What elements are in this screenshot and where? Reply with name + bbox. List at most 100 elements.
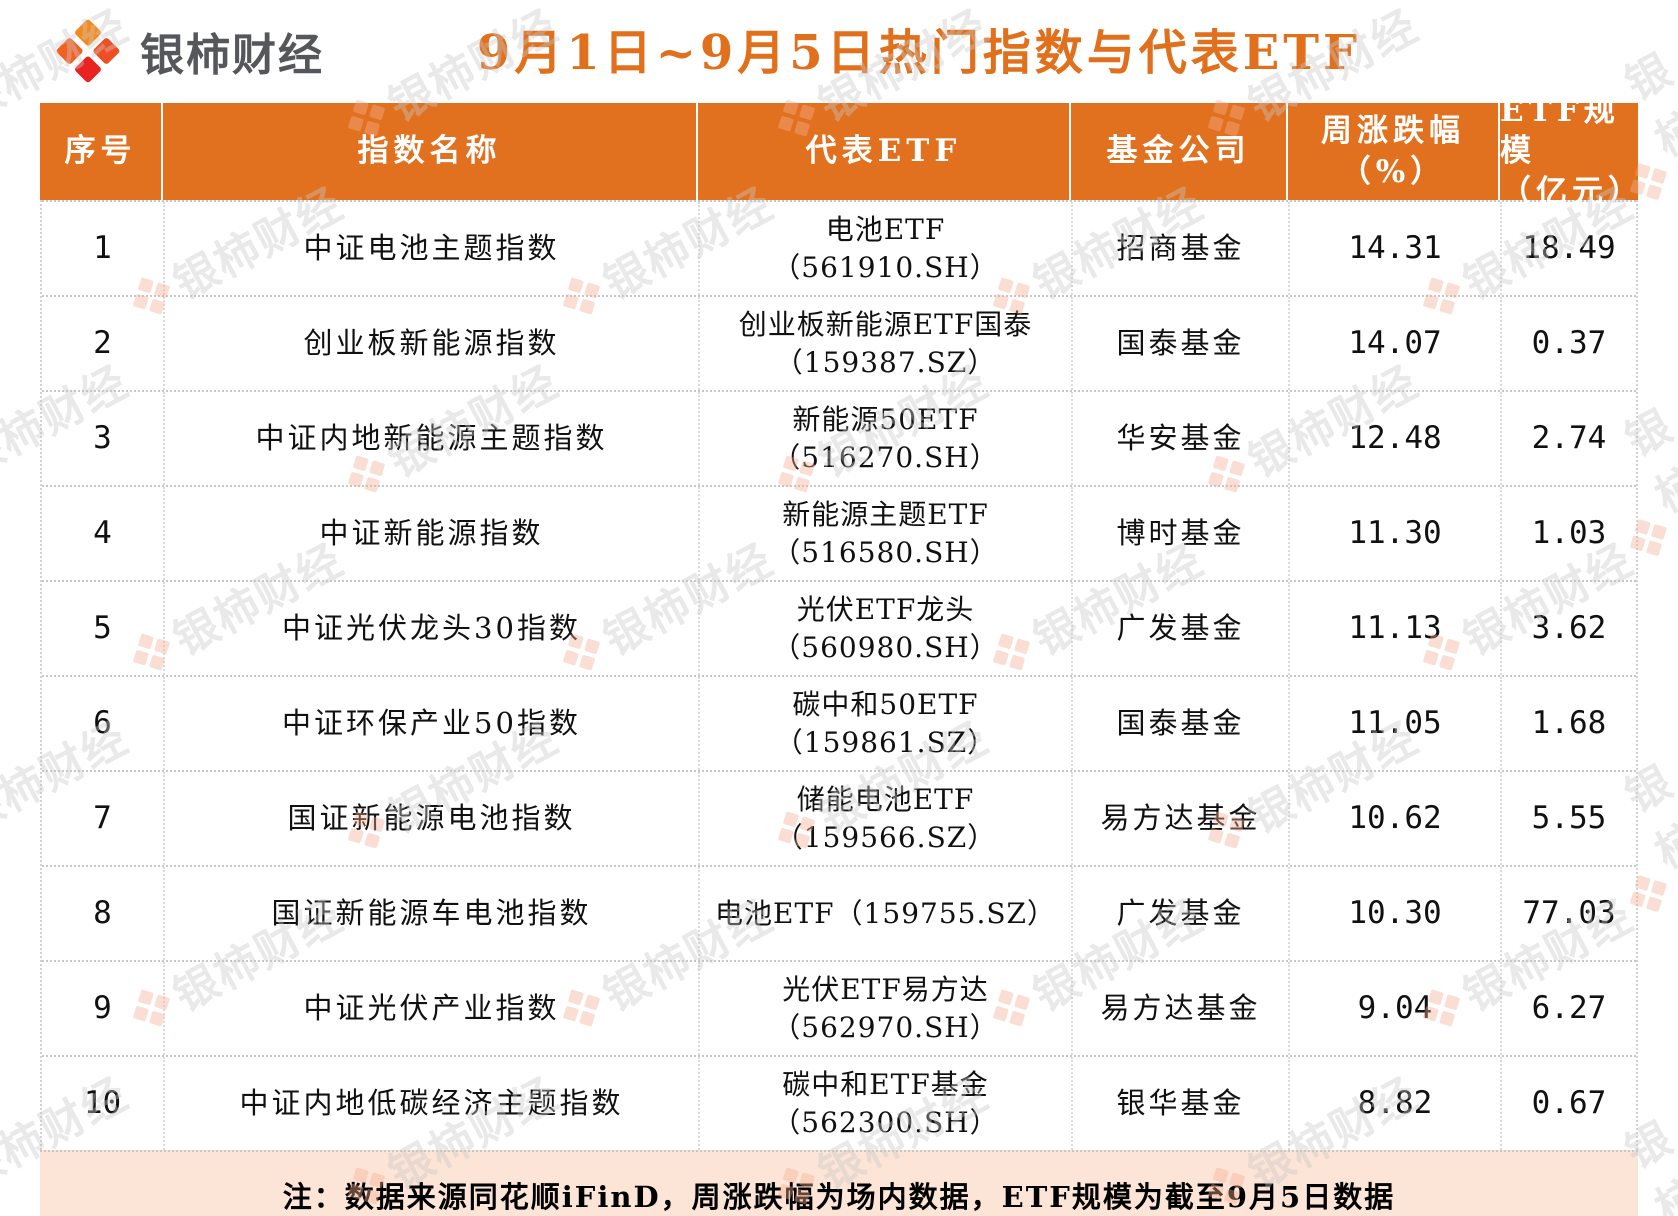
header-label: 指数名称 (357, 133, 502, 170)
table-row: 7 国证新能源电池指数 储能电池ETF （159566.SZ） 易方达基金 10.62 5.… (42, 770, 1636, 865)
etf-name-line: （159387.SZ） (774, 345, 997, 379)
header-weekly-change: 周涨跌幅 （%） (1286, 103, 1498, 200)
index-name: 中证电池主题指数 (163, 202, 698, 295)
etf-name: 新能源主题ETF （516580.SH） (698, 487, 1071, 580)
table-body: 1 中证电池主题指数 电池ETF （561910.SH） 招商基金 14.31 18.49 2… (40, 200, 1638, 1150)
weekly-change-value: 9.04 (1288, 962, 1500, 1055)
table-row: 6 中证环保产业50指数 碳中和50ETF （159861.SZ） 国泰基金 11.05 1… (42, 675, 1636, 770)
etf-name-line: 创业板新能源ETF国泰 (738, 307, 1033, 341)
header-etf-scale: ETF规模 （亿元） (1498, 93, 1639, 210)
row-number: 8 (93, 894, 112, 931)
etf-scale-value: 6.27 (1500, 962, 1636, 1055)
header-representative-etf: 代表ETF (696, 103, 1069, 200)
table-header-row: 序号 指数名称 代表ETF 基金公司 周涨跌幅 （%） ETF规模 （亿元） (40, 93, 1639, 210)
etf-scale-value: 5.55 (1500, 772, 1636, 865)
index-name: 国证新能源电池指数 (163, 772, 698, 865)
weekly-change-value: 11.30 (1288, 487, 1500, 580)
fund-company: 国泰基金 (1071, 677, 1288, 770)
etf-name: 碳中和50ETF （159861.SZ） (698, 677, 1071, 770)
footnote: 注：数据来源同花顺iFinD，周涨跌幅为场内数据，ETF规模为截至9月5日数据 (40, 1150, 1638, 1216)
fund-company: 博时基金 (1071, 487, 1288, 580)
header-label-unit: （亿元） (1500, 173, 1644, 210)
weekly-change-value: 14.07 (1288, 297, 1500, 390)
etf-name-line: （516580.SH） (772, 535, 999, 569)
index-name: 国证新能源车电池指数 (163, 867, 698, 960)
etf-scale-value: 1.68 (1500, 677, 1636, 770)
etf-name: 创业板新能源ETF国泰 （159387.SZ） (698, 297, 1071, 390)
fund-company: 广发基金 (1071, 867, 1288, 960)
header-label: 序号 (64, 133, 137, 170)
etf-scale-value: 3.62 (1500, 582, 1636, 675)
fund-company: 易方达基金 (1071, 772, 1288, 865)
index-name: 中证内地低碳经济主题指数 (163, 1057, 698, 1150)
etf-scale-value: 0.37 (1500, 297, 1636, 390)
table-row: 8 国证新能源车电池指数 电池ETF（159755.SZ） 广发基金 10.30 77.0… (42, 865, 1636, 960)
table-row: 5 中证光伏龙头30指数 光伏ETF龙头 （560980.SH） 广发基金 11.13 3.… (42, 580, 1636, 675)
header-fund-company: 基金公司 (1069, 103, 1286, 200)
etf-name-line: （562970.SH） (772, 1010, 999, 1044)
header-label: ETF规模 (1500, 93, 1620, 170)
etf-name-line: （562300.SH） (772, 1105, 999, 1139)
etf-name-line: 新能源主题ETF (782, 497, 989, 531)
weekly-change-value: 12.48 (1288, 392, 1500, 485)
table-row: 10 中证内地低碳经济主题指数 碳中和ETF基金 （562300.SH） 银华基金 8.8… (42, 1055, 1636, 1150)
etf-name-line: 光伏ETF龙头 (796, 592, 975, 626)
table-row: 1 中证电池主题指数 电池ETF （561910.SH） 招商基金 14.31 18.49 (42, 200, 1636, 295)
etf-scale-value: 77.03 (1500, 867, 1636, 960)
weekly-change-value: 11.13 (1288, 582, 1500, 675)
etf-name: 碳中和ETF基金 （562300.SH） (698, 1057, 1071, 1150)
brand-logo: 银柿财经 (52, 14, 324, 88)
table-row: 2 创业板新能源指数 创业板新能源ETF国泰 （159387.SZ） 国泰基金 14.07… (42, 295, 1636, 390)
etf-name-line: 光伏ETF易方达 (782, 972, 989, 1006)
etf-scale-value: 0.67 (1500, 1057, 1636, 1150)
fund-company: 国泰基金 (1071, 297, 1288, 390)
etf-name-line: 电池ETF (825, 212, 946, 246)
header-serial-number: 序号 (40, 103, 161, 200)
etf-name-line: （159861.SZ） (774, 725, 997, 759)
header-label-unit: （%） (1339, 153, 1447, 190)
weekly-change-value: 8.82 (1288, 1057, 1500, 1150)
weekly-change-value: 10.30 (1288, 867, 1500, 960)
table-row: 4 中证新能源指数 新能源主题ETF （516580.SH） 博时基金 11.30 1.03 (42, 485, 1636, 580)
header-index-name: 指数名称 (161, 103, 696, 200)
etf-table: 序号 指数名称 代表ETF 基金公司 周涨跌幅 （%） ETF规模 （亿元） 1… (40, 93, 1639, 1216)
weekly-change-value: 11.05 (1288, 677, 1500, 770)
etf-name-line: （561910.SH） (772, 250, 999, 284)
index-name: 中证光伏产业指数 (163, 962, 698, 1055)
page-header: 银柿财经 9月1日~9月5日热门指数与代表ETF (0, 0, 1678, 103)
etf-scale-value: 1.03 (1500, 487, 1636, 580)
etf-scale-value: 2.74 (1500, 392, 1636, 485)
etf-name: 光伏ETF龙头 （560980.SH） (698, 582, 1071, 675)
index-name: 中证环保产业50指数 (163, 677, 698, 770)
row-number: 10 (83, 1084, 122, 1121)
index-name: 创业板新能源指数 (163, 297, 698, 390)
index-name: 中证内地新能源主题指数 (163, 392, 698, 485)
weekly-change-value: 10.62 (1288, 772, 1500, 865)
fund-company: 银华基金 (1071, 1057, 1288, 1150)
etf-name: 储能电池ETF （159566.SZ） (698, 772, 1071, 865)
table-row: 9 中证光伏产业指数 光伏ETF易方达 （562970.SH） 易方达基金 9.04 6.2… (42, 960, 1636, 1055)
etf-name: 电池ETF （561910.SH） (698, 202, 1071, 295)
etf-name-line: 电池ETF（159755.SZ） (715, 896, 1056, 930)
etf-name-line: 储能电池ETF (796, 782, 975, 816)
brand-name: 银柿财经 (140, 31, 324, 80)
row-number: 3 (93, 419, 112, 456)
row-number: 2 (93, 324, 112, 361)
index-name: 中证新能源指数 (163, 487, 698, 580)
etf-name: 电池ETF（159755.SZ） (698, 867, 1071, 960)
etf-scale-value: 18.49 (1500, 202, 1636, 295)
row-number: 5 (93, 609, 112, 646)
etf-name: 新能源50ETF （516270.SH） (698, 392, 1071, 485)
page-title: 9月1日~9月5日热门指数与代表ETF (476, 25, 1362, 81)
row-number: 6 (93, 704, 112, 741)
etf-name: 光伏ETF易方达 （562970.SH） (698, 962, 1071, 1055)
fund-company: 华安基金 (1071, 392, 1288, 485)
weekly-change-value: 14.31 (1288, 202, 1500, 295)
header-label: 基金公司 (1106, 133, 1251, 170)
persimmon-diamond-logo-icon (52, 15, 124, 87)
row-number: 9 (93, 989, 112, 1026)
row-number: 4 (93, 514, 112, 551)
header-label: 周涨跌幅 (1321, 113, 1465, 150)
fund-company: 广发基金 (1071, 582, 1288, 675)
